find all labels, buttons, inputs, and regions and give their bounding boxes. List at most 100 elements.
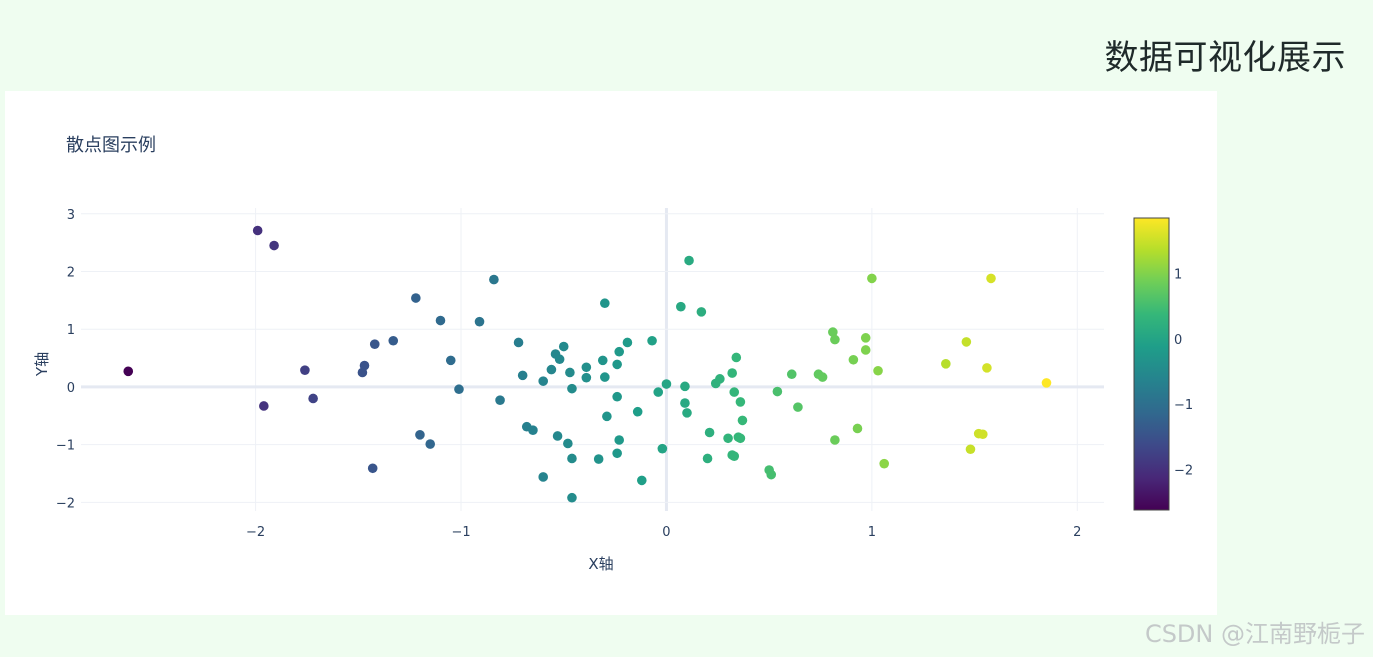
chart-card: −2 −1 0 1 2 −2 −1 0 1 2 3 X轴 Y轴 (5, 91, 1217, 615)
y-tick-label: −2 (56, 496, 75, 511)
x-tick-label: 1 (868, 525, 876, 540)
scatter-point (723, 433, 733, 444)
scatter-point (495, 395, 505, 405)
y-tick-label: 2 (67, 265, 75, 280)
scatter-point (860, 333, 871, 343)
colorbar-ticks: −2 −1 0 1 (1174, 268, 1193, 479)
scatter-point (786, 369, 797, 380)
colorbar-tick-label: 0 (1174, 333, 1182, 348)
scatter-point (612, 359, 622, 370)
scatter-point (737, 415, 748, 426)
scatter-point (704, 427, 715, 438)
chart-title: 散点图示例 (66, 135, 156, 156)
scatter-point (600, 372, 610, 382)
scatter-point (369, 339, 380, 350)
scatter-point (567, 453, 577, 464)
y-tick-label: 1 (67, 323, 75, 338)
scatter-point (696, 307, 707, 317)
scatter-point (600, 298, 610, 309)
scatter-point (735, 397, 746, 407)
scatter-point (653, 387, 664, 397)
scatter-point (359, 360, 370, 371)
x-tick-label: −2 (246, 525, 265, 540)
scatter-point (614, 435, 625, 445)
scatter-point (538, 472, 548, 482)
scatter-point (581, 362, 592, 373)
scatter-point (513, 337, 524, 348)
y-ticks: −2 −1 0 1 2 3 (56, 208, 75, 512)
scatter-point (563, 438, 573, 449)
scatter-point (552, 431, 563, 441)
x-tick-label: 2 (1073, 525, 1081, 540)
scatter-point (828, 327, 838, 337)
scatter-point (830, 435, 840, 445)
page-title: 数据可视化展示 (1104, 38, 1346, 78)
scatter-point (567, 492, 577, 503)
scatter-point (661, 379, 672, 389)
scatter-point (489, 274, 499, 285)
scatter-point (793, 402, 803, 412)
scatter-point (252, 225, 263, 236)
scatter-point (729, 451, 740, 461)
y-tick-label: 3 (67, 208, 75, 223)
scatter-point (123, 366, 134, 377)
scatter-plot: −2 −1 0 1 2 −2 −1 0 1 2 3 X轴 Y轴 (33, 208, 1193, 573)
scatter-point (558, 341, 569, 352)
scatter-point (978, 429, 988, 440)
scatter-point (567, 383, 577, 394)
scatter-point (965, 444, 976, 455)
scatter-point (602, 411, 612, 422)
scatter-point (731, 352, 742, 363)
scatter-point (852, 423, 863, 434)
scatter-point (612, 448, 622, 459)
scatter-point (435, 315, 446, 326)
colorbar (1133, 217, 1170, 511)
scatter-point (879, 458, 889, 469)
x-ticks: −2 −1 0 1 2 (246, 525, 1081, 540)
scatter-point (637, 475, 647, 486)
grid (81, 208, 1104, 511)
scatter-point (554, 354, 565, 365)
scatter-point (614, 346, 625, 357)
scatter-point (702, 453, 713, 464)
scatter-point (647, 335, 657, 346)
scatter-point (735, 433, 746, 444)
scatter-point (597, 355, 608, 366)
scatter-point (367, 463, 378, 474)
scatter-point (454, 384, 464, 395)
scatter-point (941, 359, 951, 369)
scatter-point (982, 363, 992, 373)
scatter-point (622, 337, 633, 348)
scatter-point (415, 430, 425, 440)
x-axis-label: X轴 (588, 555, 613, 573)
scatter-point (388, 335, 399, 346)
scatter-point (684, 255, 694, 266)
scatter-point (632, 406, 643, 417)
scatter-point (425, 439, 436, 449)
scatter-point (867, 273, 877, 284)
scatter-point (817, 372, 828, 382)
scatter-point (680, 381, 690, 392)
y-tick-label: 0 (67, 381, 75, 396)
scatter-point (830, 334, 840, 345)
y-tick-label: −1 (56, 439, 75, 454)
scatter-point (848, 354, 859, 365)
scatter-point (1041, 378, 1052, 388)
scatter-point (528, 425, 538, 436)
scatter-point (593, 454, 604, 464)
x-tick-label: 0 (662, 525, 670, 540)
scatter-point (986, 273, 996, 284)
scatter-point (565, 367, 575, 378)
scatter-point (873, 365, 883, 376)
scatter-point (538, 376, 548, 386)
scatter-point (300, 365, 310, 375)
scatter-point (729, 387, 740, 397)
scatter-point (680, 398, 690, 408)
scatter-point (259, 401, 269, 411)
scatter-point (727, 368, 737, 378)
scatter-point (772, 386, 783, 397)
scatter-point (715, 374, 725, 384)
scatter-point (581, 372, 592, 383)
colorbar-tick-label: 1 (1174, 268, 1182, 283)
scatter-point (961, 337, 972, 347)
